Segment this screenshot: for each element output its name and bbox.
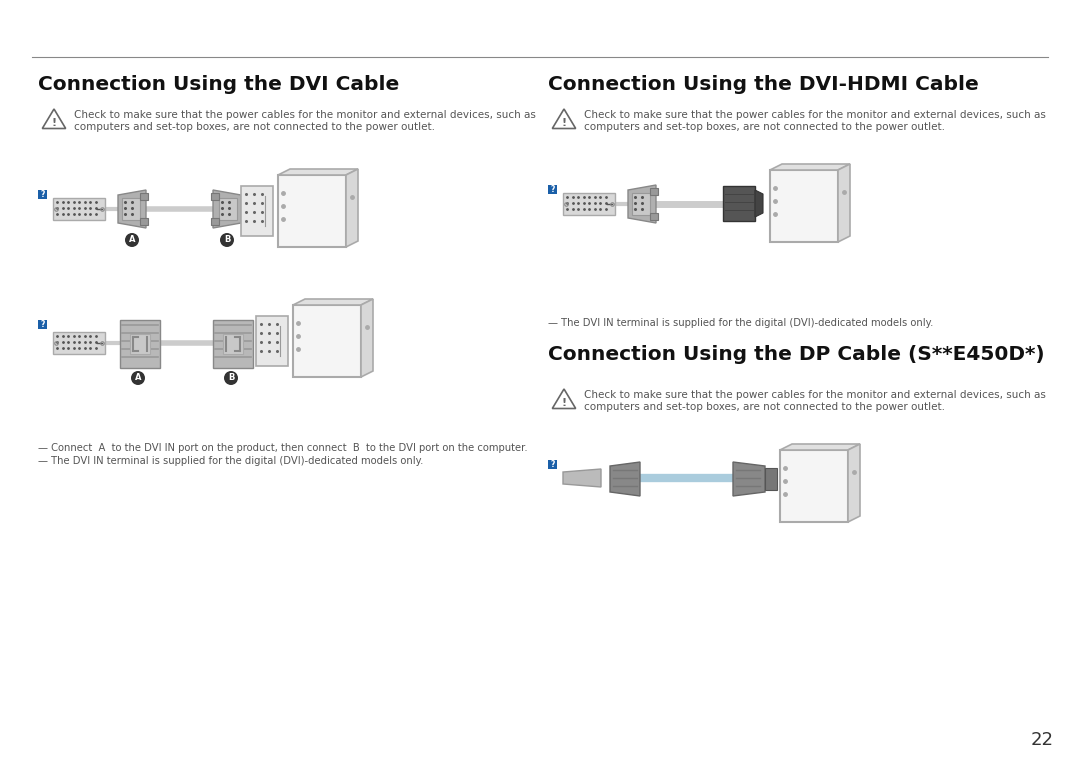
Polygon shape	[733, 462, 765, 496]
Bar	[548, 185, 557, 194]
Bar	[38, 320, 48, 329]
Bar	[140, 218, 148, 225]
Text: !: !	[562, 398, 567, 408]
Bar	[130, 334, 150, 354]
Bar	[120, 320, 160, 368]
Polygon shape	[346, 169, 357, 247]
Bar	[278, 175, 346, 247]
Text: computers and set-top boxes, are not connected to the power outlet.: computers and set-top boxes, are not con…	[75, 122, 435, 132]
Bar	[222, 334, 243, 354]
Text: ?: ?	[551, 185, 555, 194]
Bar	[213, 320, 253, 368]
Text: computers and set-top boxes, are not connected to the power outlet.: computers and set-top boxes, are not con…	[584, 402, 945, 412]
Polygon shape	[838, 164, 850, 242]
Text: ?: ?	[40, 320, 44, 329]
Polygon shape	[213, 190, 241, 228]
Polygon shape	[755, 190, 762, 217]
Bar	[723, 186, 755, 221]
Polygon shape	[848, 444, 860, 522]
Polygon shape	[118, 190, 146, 228]
Circle shape	[224, 371, 238, 385]
Text: Check to make sure that the power cables for the monitor and external devices, s: Check to make sure that the power cables…	[584, 390, 1045, 400]
Bar	[122, 198, 140, 220]
Text: ?: ?	[551, 460, 555, 469]
Text: 22: 22	[1030, 731, 1053, 749]
Text: — The DVI IN terminal is supplied for the digital (DVI)-dedicated models only.: — The DVI IN terminal is supplied for th…	[38, 456, 423, 466]
Text: !: !	[52, 118, 56, 128]
Bar	[211, 218, 219, 225]
Text: B: B	[228, 374, 234, 382]
Bar	[53, 198, 105, 220]
Polygon shape	[293, 299, 373, 305]
Bar	[780, 450, 848, 522]
Text: Connection Using the DP Cable (S**E450D*): Connection Using the DP Cable (S**E450D*…	[548, 345, 1044, 364]
Bar	[563, 193, 615, 215]
Bar	[241, 186, 273, 236]
Text: Connection Using the DVI-HDMI Cable: Connection Using the DVI-HDMI Cable	[548, 75, 978, 94]
Bar	[38, 190, 48, 199]
Bar	[765, 468, 777, 490]
Bar	[256, 316, 288, 366]
Circle shape	[131, 371, 145, 385]
Polygon shape	[610, 462, 640, 496]
Circle shape	[220, 233, 234, 247]
Polygon shape	[278, 169, 357, 175]
Text: Connection Using the DVI Cable: Connection Using the DVI Cable	[38, 75, 400, 94]
Polygon shape	[780, 444, 860, 450]
Bar	[293, 305, 361, 377]
Text: — The DVI IN terminal is supplied for the digital (DVI)-dedicated models only.: — The DVI IN terminal is supplied for th…	[548, 318, 933, 328]
Polygon shape	[361, 299, 373, 377]
Bar	[219, 198, 237, 220]
Bar	[650, 188, 658, 195]
Circle shape	[125, 233, 139, 247]
Polygon shape	[770, 164, 850, 170]
Polygon shape	[627, 185, 656, 223]
Text: Check to make sure that the power cables for the monitor and external devices, s: Check to make sure that the power cables…	[584, 110, 1045, 120]
Polygon shape	[563, 469, 600, 487]
Bar	[140, 193, 148, 200]
Bar	[632, 193, 650, 215]
Text: !: !	[562, 118, 567, 128]
Text: A: A	[129, 236, 135, 244]
Bar	[548, 460, 557, 469]
Text: — Connect  A  to the DVI IN port on the product, then connect  B  to the DVI por: — Connect A to the DVI IN port on the pr…	[38, 443, 528, 453]
Text: ?: ?	[40, 190, 44, 199]
Text: computers and set-top boxes, are not connected to the power outlet.: computers and set-top boxes, are not con…	[584, 122, 945, 132]
Bar	[770, 170, 838, 242]
Text: B: B	[224, 236, 230, 244]
Text: Check to make sure that the power cables for the monitor and external devices, s: Check to make sure that the power cables…	[75, 110, 536, 120]
Bar	[53, 332, 105, 354]
Bar	[211, 193, 219, 200]
Text: A: A	[135, 374, 141, 382]
Bar	[650, 213, 658, 220]
